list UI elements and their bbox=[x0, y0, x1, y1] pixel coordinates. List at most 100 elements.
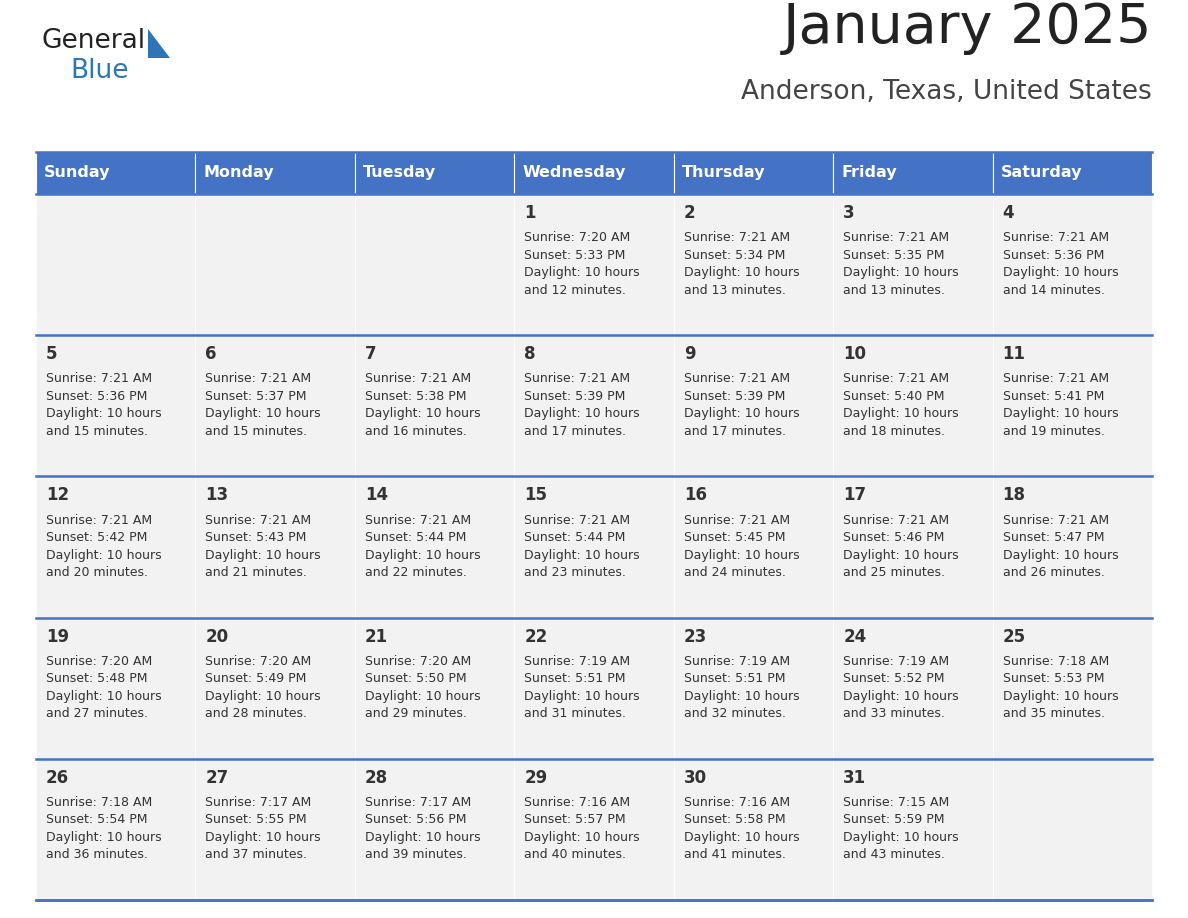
Text: and 39 minutes.: and 39 minutes. bbox=[365, 848, 467, 861]
Text: 12: 12 bbox=[46, 487, 69, 504]
Text: Sunrise: 7:21 AM: Sunrise: 7:21 AM bbox=[1003, 231, 1108, 244]
Text: 16: 16 bbox=[684, 487, 707, 504]
Text: Daylight: 10 hours: Daylight: 10 hours bbox=[46, 689, 162, 702]
Text: Monday: Monday bbox=[203, 165, 274, 181]
Text: 24: 24 bbox=[843, 628, 866, 645]
Text: Sunday: Sunday bbox=[44, 165, 110, 181]
Text: Daylight: 10 hours: Daylight: 10 hours bbox=[843, 408, 959, 420]
Text: 19: 19 bbox=[46, 628, 69, 645]
Text: Sunrise: 7:21 AM: Sunrise: 7:21 AM bbox=[1003, 513, 1108, 527]
Text: 18: 18 bbox=[1003, 487, 1025, 504]
Text: Sunset: 5:42 PM: Sunset: 5:42 PM bbox=[46, 531, 147, 544]
Text: Daylight: 10 hours: Daylight: 10 hours bbox=[1003, 408, 1118, 420]
Bar bbox=[196, 759, 355, 900]
Text: Sunrise: 7:19 AM: Sunrise: 7:19 AM bbox=[684, 655, 790, 667]
Text: Sunset: 5:54 PM: Sunset: 5:54 PM bbox=[46, 813, 147, 826]
Bar bbox=[36, 194, 196, 335]
Text: Sunrise: 7:21 AM: Sunrise: 7:21 AM bbox=[365, 513, 470, 527]
Text: Sunset: 5:38 PM: Sunset: 5:38 PM bbox=[365, 390, 467, 403]
Text: Sunrise: 7:21 AM: Sunrise: 7:21 AM bbox=[524, 373, 631, 386]
Text: and 28 minutes.: and 28 minutes. bbox=[206, 707, 308, 721]
Text: Daylight: 10 hours: Daylight: 10 hours bbox=[365, 408, 480, 420]
Text: 13: 13 bbox=[206, 487, 228, 504]
Text: and 22 minutes.: and 22 minutes. bbox=[365, 566, 467, 579]
Text: Wednesday: Wednesday bbox=[523, 165, 626, 181]
Text: Sunrise: 7:17 AM: Sunrise: 7:17 AM bbox=[365, 796, 472, 809]
Text: 11: 11 bbox=[1003, 345, 1025, 364]
Bar bbox=[355, 618, 514, 759]
Text: Sunrise: 7:20 AM: Sunrise: 7:20 AM bbox=[206, 655, 311, 667]
Text: Sunrise: 7:21 AM: Sunrise: 7:21 AM bbox=[46, 513, 152, 527]
Text: and 31 minutes.: and 31 minutes. bbox=[524, 707, 626, 721]
Text: Daylight: 10 hours: Daylight: 10 hours bbox=[46, 549, 162, 562]
Text: Daylight: 10 hours: Daylight: 10 hours bbox=[206, 549, 321, 562]
Text: Sunset: 5:55 PM: Sunset: 5:55 PM bbox=[206, 813, 307, 826]
Text: Sunset: 5:56 PM: Sunset: 5:56 PM bbox=[365, 813, 467, 826]
Polygon shape bbox=[148, 29, 170, 58]
Text: Tuesday: Tuesday bbox=[362, 165, 436, 181]
Bar bbox=[833, 194, 992, 335]
Text: 27: 27 bbox=[206, 768, 228, 787]
Text: Daylight: 10 hours: Daylight: 10 hours bbox=[365, 831, 480, 844]
Text: Sunset: 5:44 PM: Sunset: 5:44 PM bbox=[365, 531, 466, 544]
Bar bbox=[36, 618, 196, 759]
Text: Daylight: 10 hours: Daylight: 10 hours bbox=[206, 408, 321, 420]
Text: Daylight: 10 hours: Daylight: 10 hours bbox=[524, 408, 640, 420]
Text: 31: 31 bbox=[843, 768, 866, 787]
Text: Daylight: 10 hours: Daylight: 10 hours bbox=[843, 831, 959, 844]
Text: Sunset: 5:48 PM: Sunset: 5:48 PM bbox=[46, 672, 147, 685]
Text: Sunset: 5:50 PM: Sunset: 5:50 PM bbox=[365, 672, 467, 685]
Text: Sunrise: 7:21 AM: Sunrise: 7:21 AM bbox=[684, 513, 790, 527]
Text: Sunset: 5:40 PM: Sunset: 5:40 PM bbox=[843, 390, 944, 403]
Text: and 32 minutes.: and 32 minutes. bbox=[684, 707, 785, 721]
Text: and 20 minutes.: and 20 minutes. bbox=[46, 566, 148, 579]
Text: 17: 17 bbox=[843, 487, 866, 504]
Bar bbox=[833, 476, 992, 618]
Text: Sunset: 5:36 PM: Sunset: 5:36 PM bbox=[1003, 249, 1104, 262]
Bar bbox=[514, 618, 674, 759]
Text: and 13 minutes.: and 13 minutes. bbox=[843, 284, 944, 297]
Bar bbox=[514, 476, 674, 618]
Text: January 2025: January 2025 bbox=[783, 1, 1152, 55]
Text: and 26 minutes.: and 26 minutes. bbox=[1003, 566, 1105, 579]
Bar bbox=[36, 152, 196, 194]
Bar bbox=[355, 194, 514, 335]
Text: Daylight: 10 hours: Daylight: 10 hours bbox=[365, 689, 480, 702]
Text: Sunset: 5:39 PM: Sunset: 5:39 PM bbox=[524, 390, 626, 403]
Text: 15: 15 bbox=[524, 487, 548, 504]
Text: Daylight: 10 hours: Daylight: 10 hours bbox=[684, 408, 800, 420]
Text: and 24 minutes.: and 24 minutes. bbox=[684, 566, 785, 579]
Text: Daylight: 10 hours: Daylight: 10 hours bbox=[843, 689, 959, 702]
Text: Sunset: 5:58 PM: Sunset: 5:58 PM bbox=[684, 813, 785, 826]
Text: Sunset: 5:52 PM: Sunset: 5:52 PM bbox=[843, 672, 944, 685]
Text: Sunrise: 7:21 AM: Sunrise: 7:21 AM bbox=[206, 373, 311, 386]
Text: Sunset: 5:51 PM: Sunset: 5:51 PM bbox=[684, 672, 785, 685]
Text: and 43 minutes.: and 43 minutes. bbox=[843, 848, 944, 861]
Text: 5: 5 bbox=[46, 345, 57, 364]
Bar bbox=[36, 335, 196, 476]
Bar bbox=[992, 476, 1152, 618]
Text: Sunset: 5:49 PM: Sunset: 5:49 PM bbox=[206, 672, 307, 685]
Text: and 15 minutes.: and 15 minutes. bbox=[206, 425, 308, 438]
Text: and 19 minutes.: and 19 minutes. bbox=[1003, 425, 1105, 438]
Text: Daylight: 10 hours: Daylight: 10 hours bbox=[206, 831, 321, 844]
Bar bbox=[833, 618, 992, 759]
Text: Blue: Blue bbox=[70, 58, 128, 84]
Text: Daylight: 10 hours: Daylight: 10 hours bbox=[46, 831, 162, 844]
Text: and 27 minutes.: and 27 minutes. bbox=[46, 707, 148, 721]
Text: Daylight: 10 hours: Daylight: 10 hours bbox=[524, 266, 640, 279]
Text: Daylight: 10 hours: Daylight: 10 hours bbox=[206, 689, 321, 702]
Text: Sunrise: 7:21 AM: Sunrise: 7:21 AM bbox=[206, 513, 311, 527]
Bar bbox=[514, 194, 674, 335]
Text: 9: 9 bbox=[684, 345, 695, 364]
Text: 2: 2 bbox=[684, 204, 695, 222]
Text: and 12 minutes.: and 12 minutes. bbox=[524, 284, 626, 297]
Text: and 21 minutes.: and 21 minutes. bbox=[206, 566, 308, 579]
Text: 3: 3 bbox=[843, 204, 855, 222]
Text: and 14 minutes.: and 14 minutes. bbox=[1003, 284, 1105, 297]
Text: Sunset: 5:44 PM: Sunset: 5:44 PM bbox=[524, 531, 626, 544]
Text: and 13 minutes.: and 13 minutes. bbox=[684, 284, 785, 297]
Text: Sunrise: 7:21 AM: Sunrise: 7:21 AM bbox=[684, 231, 790, 244]
Text: and 40 minutes.: and 40 minutes. bbox=[524, 848, 626, 861]
Text: Sunset: 5:51 PM: Sunset: 5:51 PM bbox=[524, 672, 626, 685]
